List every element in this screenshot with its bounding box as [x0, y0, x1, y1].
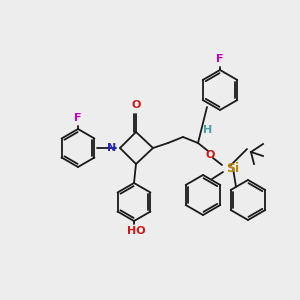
- Text: O: O: [205, 150, 215, 160]
- Text: F: F: [74, 113, 82, 123]
- Text: Si: Si: [226, 161, 239, 175]
- Text: O: O: [131, 100, 141, 110]
- Text: HO: HO: [127, 226, 145, 236]
- Text: N: N: [107, 143, 116, 153]
- Text: F: F: [216, 54, 224, 64]
- Text: H: H: [203, 125, 212, 135]
